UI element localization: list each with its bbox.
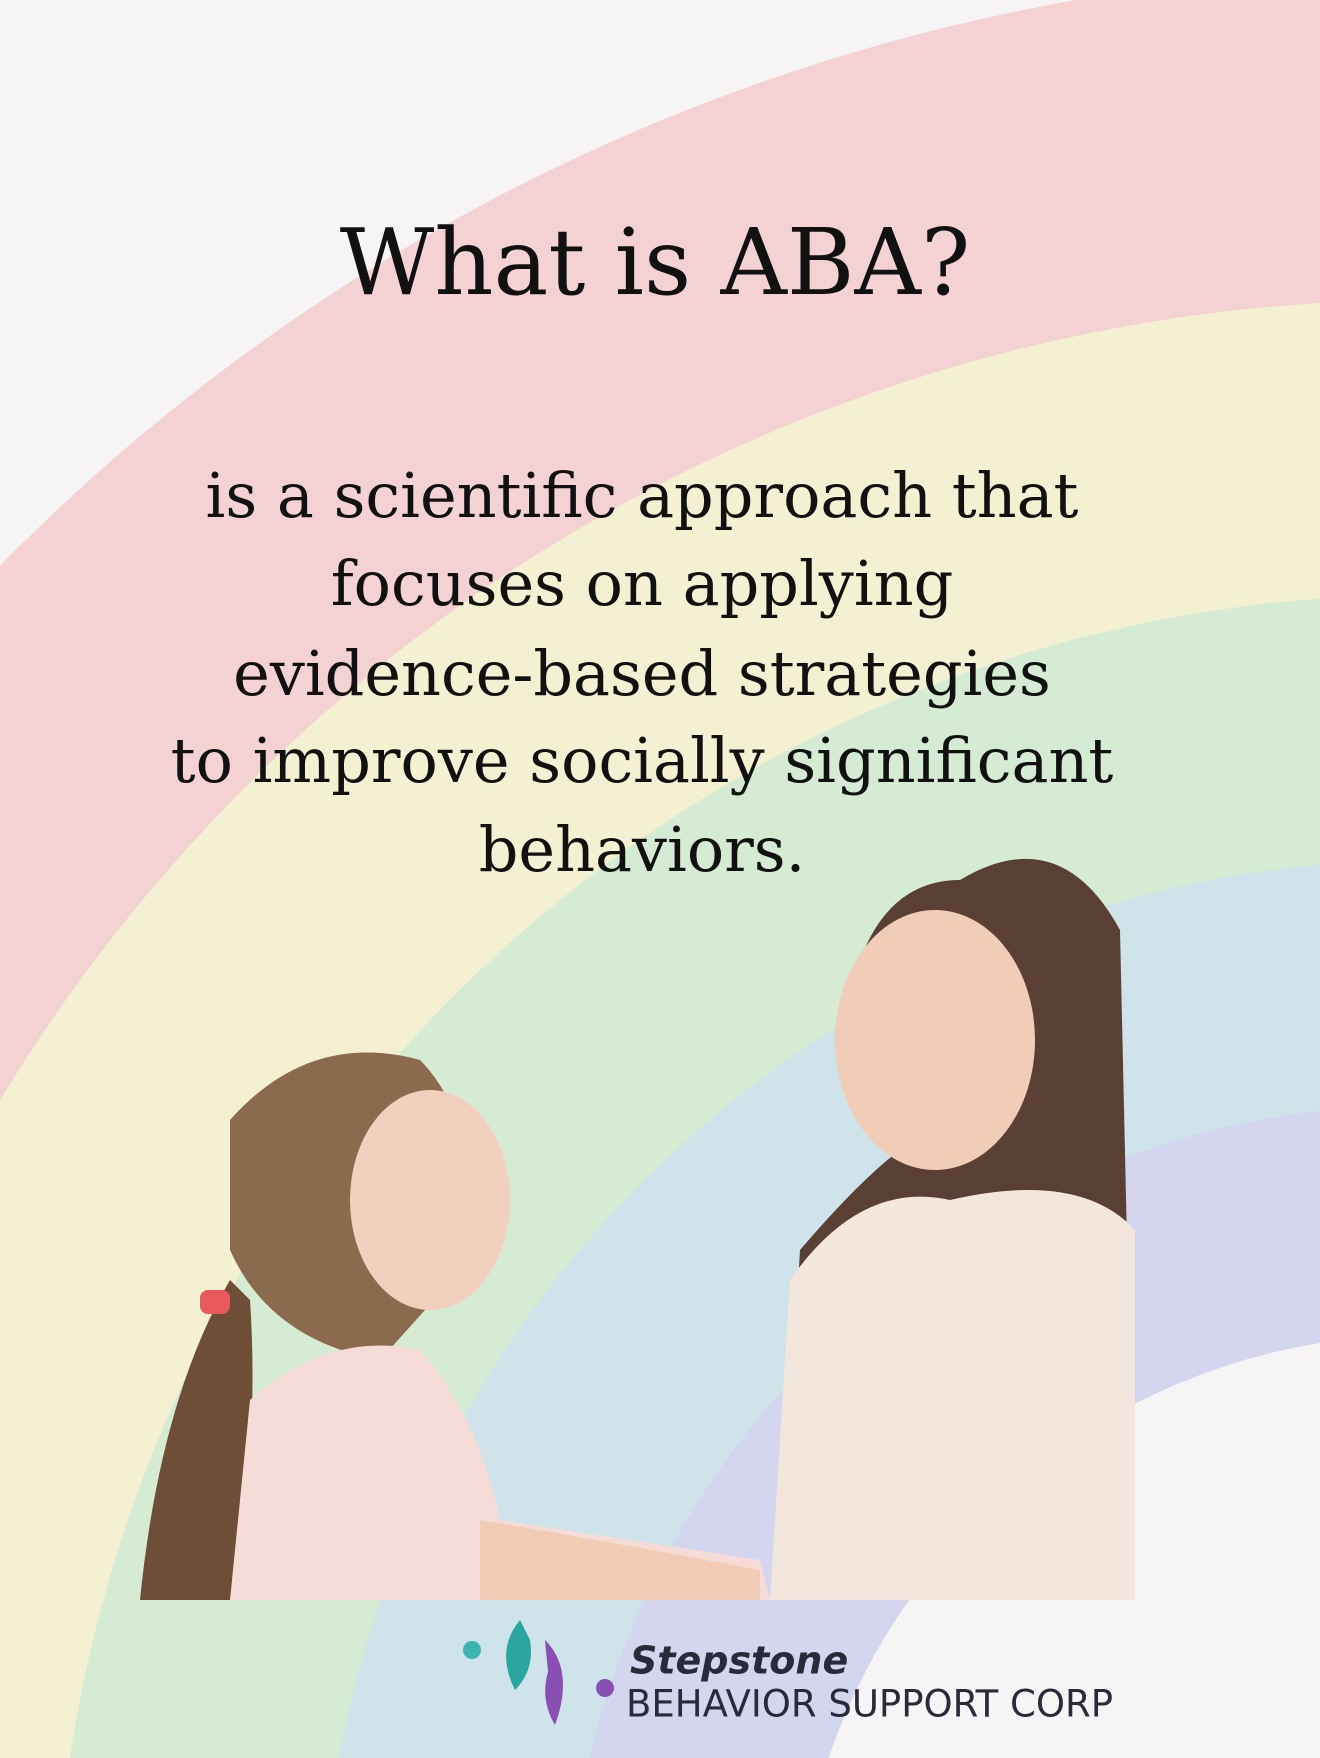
- title: What is ABA?: [340, 209, 971, 316]
- logo-tagline: BEHAVIOR SUPPORT CORP: [626, 1683, 1113, 1726]
- body-text: is a scientific approach that focuses on…: [171, 459, 1114, 886]
- body-line: to improve socially significant: [171, 724, 1114, 797]
- logo-name: Stepstone: [630, 1639, 848, 1683]
- body-line: focuses on applying: [331, 547, 954, 620]
- body-line: evidence-based strategies: [233, 637, 1051, 710]
- body-line: behaviors.: [479, 813, 806, 886]
- logo: Stepstone BEHAVIOR SUPPORT CORP: [463, 1620, 1113, 1726]
- photo: [140, 858, 1135, 1600]
- body-line: is a scientific approach that: [206, 459, 1079, 532]
